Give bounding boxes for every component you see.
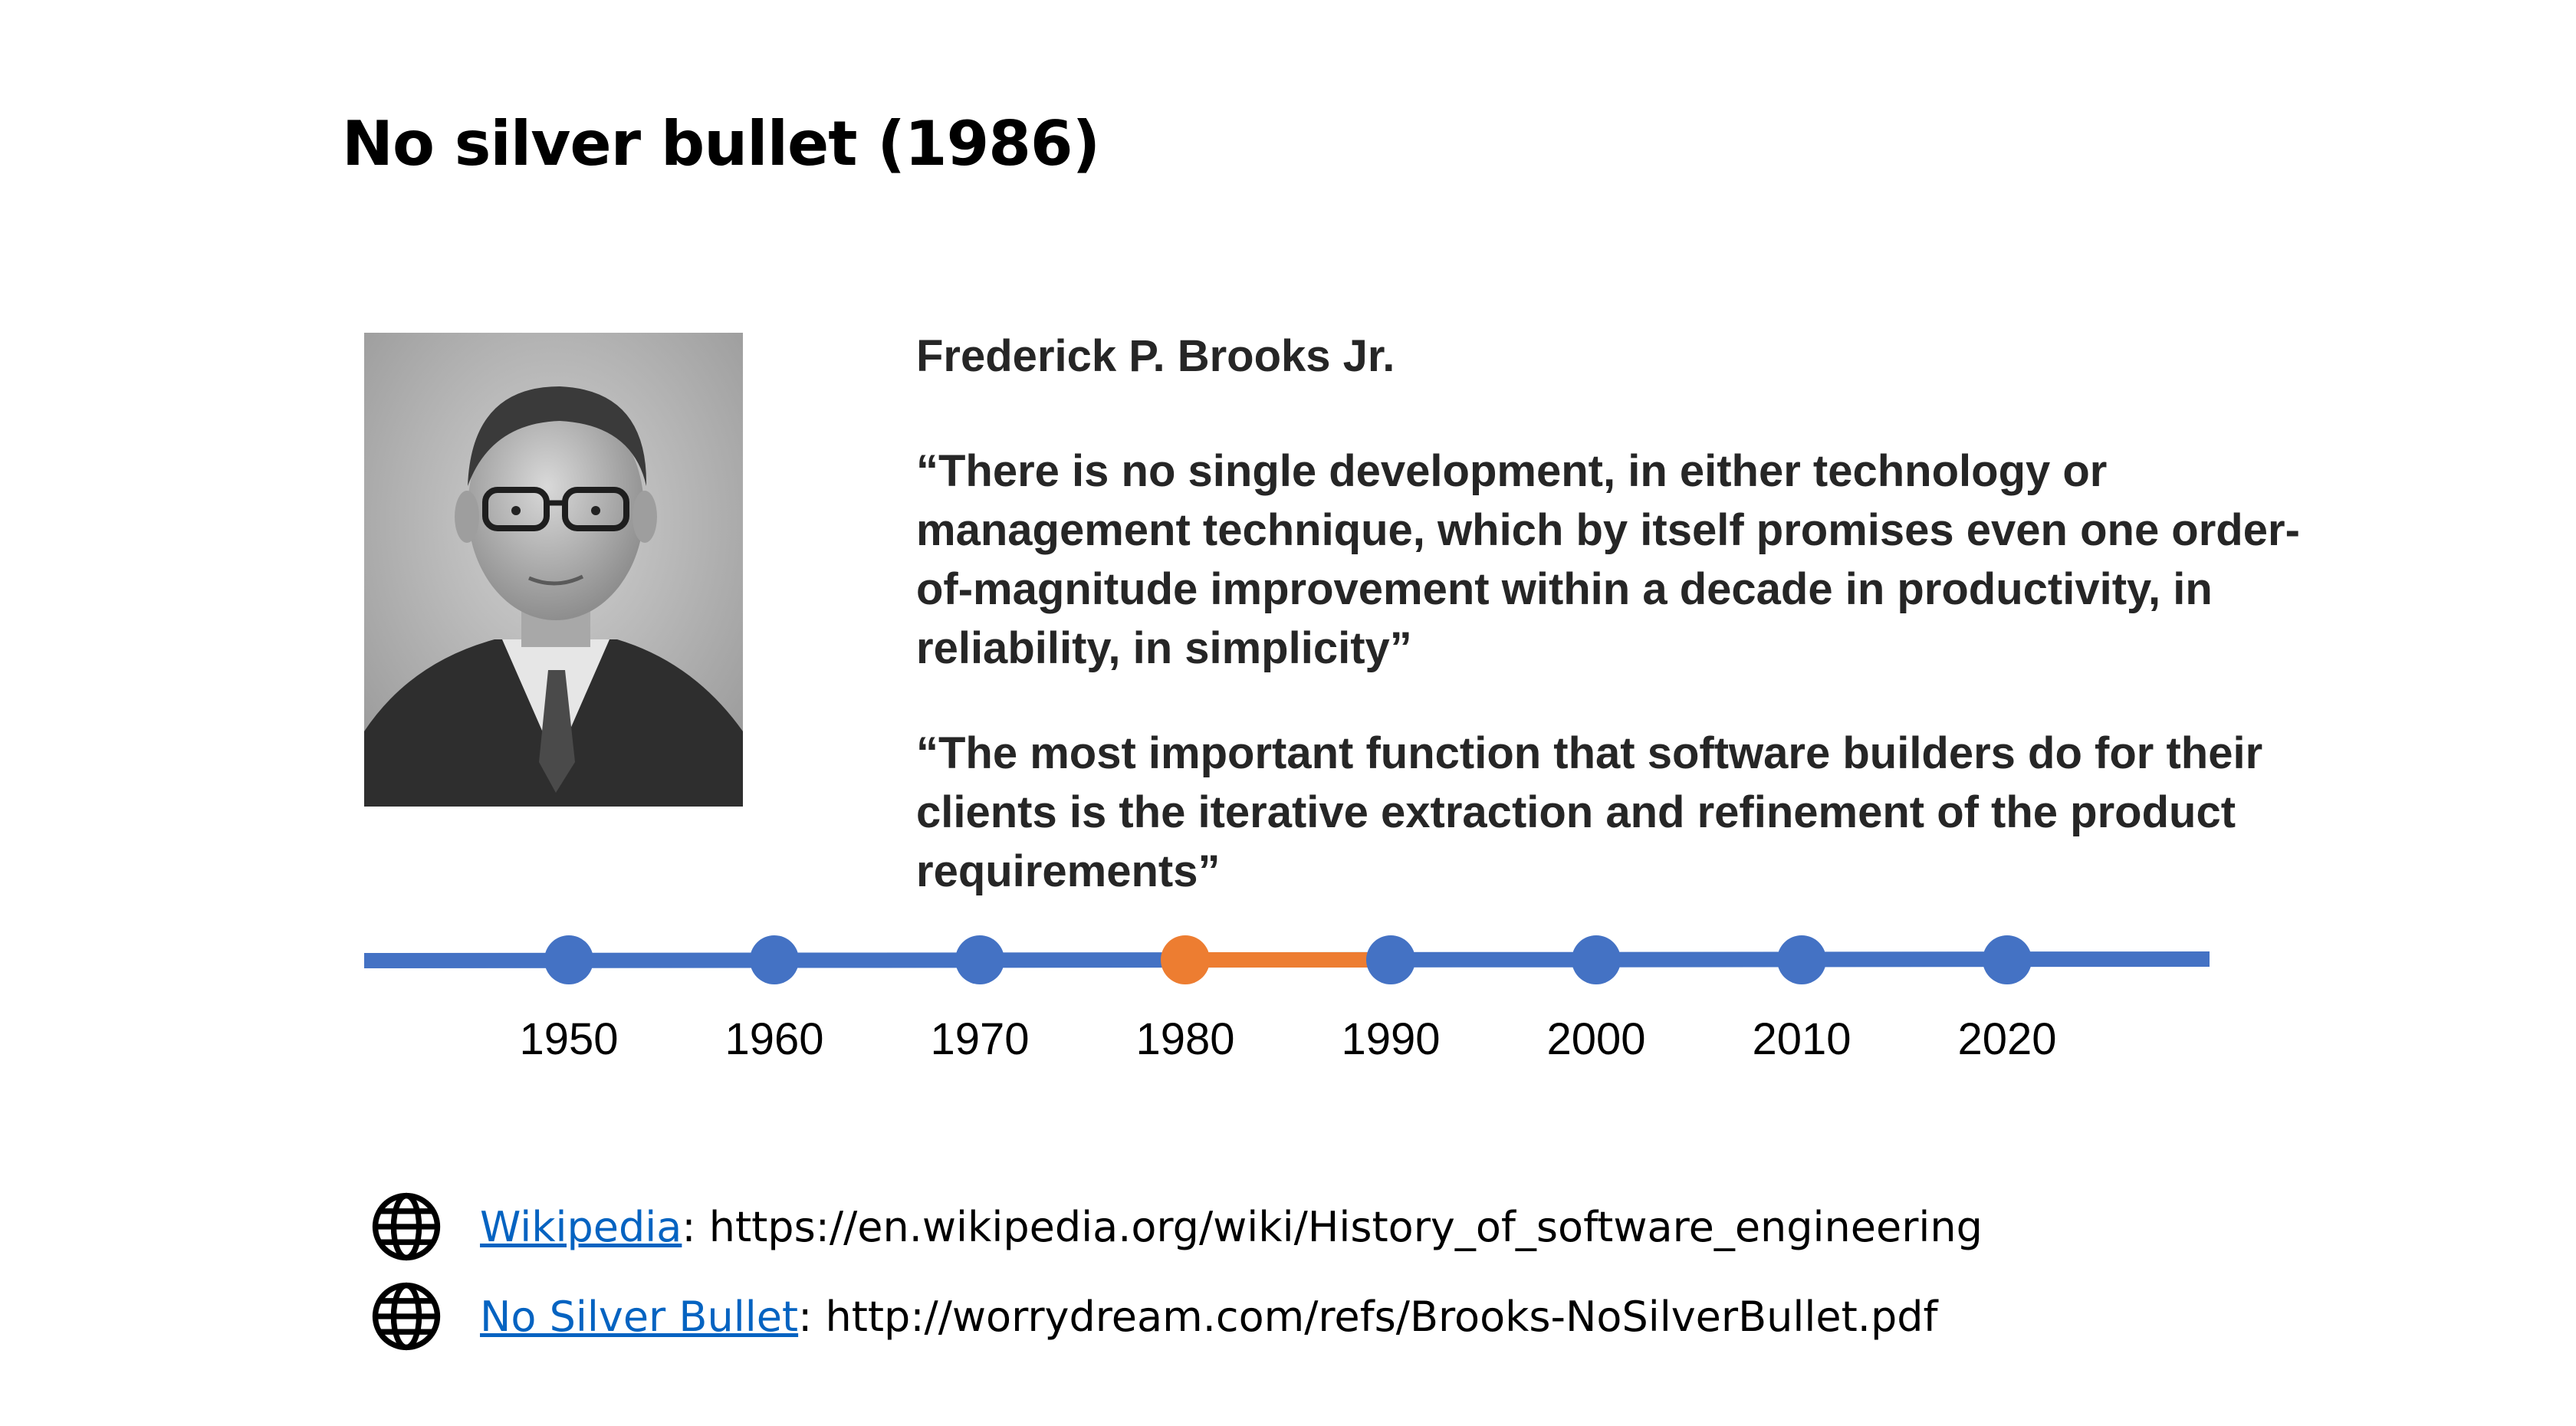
timeline-label-2000: 2000 (1546, 1014, 1646, 1064)
timeline-marker-2010 (1777, 935, 1826, 984)
quote-requirements-refinement: “The most important function that softwa… (916, 728, 2263, 896)
timeline: 1950 1960 1970 1980 1990 2000 2010 2020 (0, 920, 2576, 1096)
slide-title: No silver bullet (1986) (342, 108, 1100, 179)
reference-text: No Silver Bullet: http://worrydream.com/… (480, 1293, 1938, 1341)
no-silver-bullet-link[interactable]: No Silver Bullet (480, 1292, 799, 1341)
portrait-illustration (364, 333, 743, 807)
reference-wikipedia: Wikipedia: https://en.wikipedia.org/wiki… (371, 1192, 1983, 1261)
wikipedia-url: : https://en.wikipedia.org/wiki/History_… (682, 1202, 1983, 1251)
no-silver-bullet-url: : http://worrydream.com/refs/Brooks-NoSi… (798, 1292, 1938, 1341)
quote-no-single-development: “There is no single development, in eith… (916, 446, 2300, 673)
timeline-marker-1960 (750, 935, 799, 984)
timeline-label-1970: 1970 (930, 1014, 1030, 1064)
reference-no-silver-bullet: No Silver Bullet: http://worrydream.com/… (371, 1282, 1938, 1351)
timeline-marker-1980 (1161, 935, 1210, 984)
reference-text: Wikipedia: https://en.wikipedia.org/wiki… (480, 1203, 1983, 1251)
timeline-label-2020: 2020 (1957, 1014, 2057, 1064)
timeline-label-1990: 1990 (1341, 1014, 1441, 1064)
timeline-label-1960: 1960 (724, 1014, 824, 1064)
timeline-marker-2020 (1983, 935, 2032, 984)
timeline-label-2010: 2010 (1752, 1014, 1852, 1064)
globe-icon (371, 1191, 442, 1262)
portrait-photo (364, 333, 743, 807)
timeline-marker-1950 (544, 935, 593, 984)
timeline-marker-1990 (1366, 935, 1415, 984)
timeline-graphic (363, 935, 2210, 984)
globe-icon (371, 1281, 442, 1352)
timeline-marker-2000 (1572, 935, 1621, 984)
author-name: Frederick P. Brooks Jr. (916, 331, 1395, 381)
wikipedia-link[interactable]: Wikipedia (480, 1202, 682, 1251)
timeline-label-1980: 1980 (1135, 1014, 1235, 1064)
timeline-label-1950: 1950 (519, 1014, 619, 1064)
timeline-marker-1970 (955, 935, 1004, 984)
